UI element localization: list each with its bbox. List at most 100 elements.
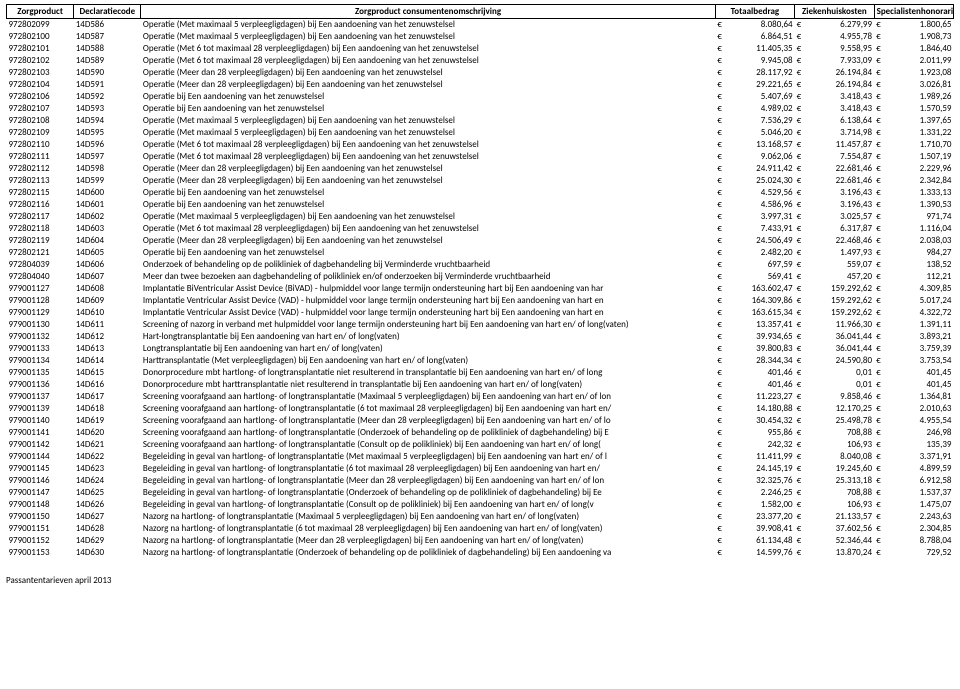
table-row: 97280210414D591Operatie (Meer dan 28 ver… [7,79,954,91]
cell-totaalbedrag: 697,59 [727,259,794,271]
cell-ziekenhuiskosten: 22.681,46 [807,163,874,175]
cell-specialistenhonorarium: 1.507,19 [886,151,953,163]
euro-sign: € [795,79,807,91]
euro-sign: € [715,259,727,271]
cell-ziekenhuiskosten: 3.418,43 [807,91,874,103]
cell-omschrijving: Implantatie BiVentricular Assist Device … [141,283,715,295]
euro-sign: € [874,511,886,523]
cell-zorgproduct: 979001145 [7,463,74,475]
cell-totaalbedrag: 8.080,64 [727,19,794,32]
cell-ziekenhuiskosten: 3.714,98 [807,127,874,139]
cell-declaratiecode: 14D586 [74,19,141,32]
cell-ziekenhuiskosten: 0,01 [807,367,874,379]
cell-omschrijving: Operatie (Met maximaal 5 verpleegligdage… [141,115,715,127]
cell-declaratiecode: 14D587 [74,31,141,43]
euro-sign: € [715,247,727,259]
euro-sign: € [715,199,727,211]
table-row: 97280210614D592Operatie bij Een aandoeni… [7,91,954,103]
euro-sign: € [874,391,886,403]
cell-declaratiecode: 14D610 [74,307,141,319]
euro-sign: € [715,463,727,475]
table-row: 97280209914D586Operatie (Met maximaal 5 … [7,19,954,32]
cell-declaratiecode: 14D588 [74,43,141,55]
cell-declaratiecode: 14D612 [74,331,141,343]
cell-ziekenhuiskosten: 6.317,87 [807,223,874,235]
euro-sign: € [874,475,886,487]
euro-sign: € [795,175,807,187]
cell-totaalbedrag: 2.246,25 [727,487,794,499]
cell-declaratiecode: 14D625 [74,487,141,499]
cell-specialistenhonorarium: 1.989,26 [886,91,953,103]
cell-totaalbedrag: 28.117,92 [727,67,794,79]
cell-specialistenhonorarium: 1.846,40 [886,43,953,55]
euro-sign: € [795,547,807,559]
cell-ziekenhuiskosten: 22.468,46 [807,235,874,247]
cell-zorgproduct: 979001147 [7,487,74,499]
table-row: 97900114414D622Begeleiding in geval van … [7,451,954,463]
euro-sign: € [715,427,727,439]
cell-omschrijving: Begeleiding in geval van hartlong- of lo… [141,487,715,499]
cell-specialistenhonorarium: 1.537,37 [886,487,953,499]
cell-omschrijving: Begeleiding in geval van hartlong- of lo… [141,451,715,463]
cell-totaalbedrag: 13.168,57 [727,139,794,151]
cell-declaratiecode: 14D623 [74,463,141,475]
cell-specialistenhonorarium: 1.364,81 [886,391,953,403]
euro-sign: € [795,139,807,151]
cell-totaalbedrag: 6.864,51 [727,31,794,43]
cell-zorgproduct: 979001142 [7,439,74,451]
euro-sign: € [715,355,727,367]
cell-omschrijving: Harttransplantatie (Met verpleegligdagen… [141,355,715,367]
euro-sign: € [874,523,886,535]
euro-sign: € [874,235,886,247]
cell-omschrijving: Donorprocedure mbt hartlong- of longtran… [141,367,715,379]
cell-specialistenhonorarium: 246,98 [886,427,953,439]
cell-zorgproduct: 979001132 [7,331,74,343]
cell-declaratiecode: 14D617 [74,391,141,403]
cell-specialistenhonorarium: 1.391,11 [886,319,953,331]
cell-specialistenhonorarium: 1.333,13 [886,187,953,199]
cell-totaalbedrag: 11.405,35 [727,43,794,55]
cell-omschrijving: Longtransplantatie bij Een aandoening va… [141,343,715,355]
cell-totaalbedrag: 4.586,96 [727,199,794,211]
cell-specialistenhonorarium: 1.800,65 [886,19,953,32]
cell-zorgproduct: 979001136 [7,379,74,391]
cell-declaratiecode: 14D618 [74,403,141,415]
table-row: 97900113214D612Hart-longtransplantatie b… [7,331,954,343]
cell-totaalbedrag: 13.357,41 [727,319,794,331]
cell-omschrijving: Screening of nazorg in verband met hulpm… [141,319,715,331]
euro-sign: € [795,439,807,451]
cell-declaratiecode: 14D594 [74,115,141,127]
cell-ziekenhuiskosten: 8.040,08 [807,451,874,463]
euro-sign: € [795,355,807,367]
table-row: 97900113514D615Donorprocedure mbt hartlo… [7,367,954,379]
euro-sign: € [715,487,727,499]
table-row: 97900115214D629Nazorg na hartlong- of lo… [7,535,954,547]
euro-sign: € [795,475,807,487]
euro-sign: € [795,55,807,67]
cell-declaratiecode: 14D627 [74,511,141,523]
cell-ziekenhuiskosten: 11.457,87 [807,139,874,151]
cell-zorgproduct: 979001141 [7,427,74,439]
euro-sign: € [795,511,807,523]
euro-sign: € [795,235,807,247]
cell-totaalbedrag: 24.911,42 [727,163,794,175]
cell-ziekenhuiskosten: 559,07 [807,259,874,271]
cell-ziekenhuiskosten: 3.418,43 [807,103,874,115]
cell-totaalbedrag: 163.602,47 [727,283,794,295]
table-row: 97900113414D614Harttransplantatie (Met v… [7,355,954,367]
euro-sign: € [874,175,886,187]
cell-specialistenhonorarium: 2.010,63 [886,403,953,415]
cell-omschrijving: Operatie (Meer dan 28 verpleegligdagen) … [141,235,715,247]
euro-sign: € [874,415,886,427]
cell-totaalbedrag: 401,46 [727,379,794,391]
tariff-table: Zorgproduct Declaratiecode Zorgproduct c… [6,4,954,559]
euro-sign: € [795,379,807,391]
euro-sign: € [795,391,807,403]
cell-specialistenhonorarium: 2.229,96 [886,163,953,175]
cell-declaratiecode: 14D628 [74,523,141,535]
cell-specialistenhonorarium: 6.912,58 [886,475,953,487]
cell-declaratiecode: 14D590 [74,67,141,79]
cell-omschrijving: Operatie (Met 6 tot maximaal 28 verpleeg… [141,43,715,55]
cell-omschrijving: Operatie (Met maximaal 5 verpleegligdage… [141,127,715,139]
cell-zorgproduct: 972802101 [7,43,74,55]
